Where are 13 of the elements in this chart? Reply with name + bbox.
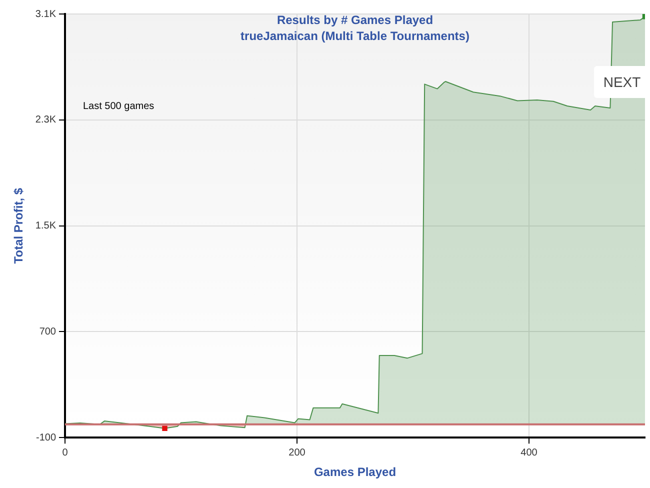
chart-title: Results by # Games Played: [276, 13, 434, 27]
annotation: Last 500 games: [83, 101, 154, 112]
x-tick-label: 200: [288, 447, 306, 458]
y-tick-label: -100: [36, 432, 56, 444]
x-tick-label: 400: [520, 447, 538, 458]
text: trueJamaican (Multi Table Tournaments): [240, 29, 470, 43]
x-tick-label: 0: [62, 447, 68, 458]
y-tick-label: 700: [39, 326, 56, 338]
y-tick-label: 1.5K: [35, 220, 56, 232]
y-axis-title: Total Profit, $: [12, 188, 26, 264]
x-axis-title: Games Played: [314, 465, 396, 480]
y-tick-label: 3.1K: [35, 8, 56, 20]
y-tick-label: 2.3K: [35, 114, 56, 126]
